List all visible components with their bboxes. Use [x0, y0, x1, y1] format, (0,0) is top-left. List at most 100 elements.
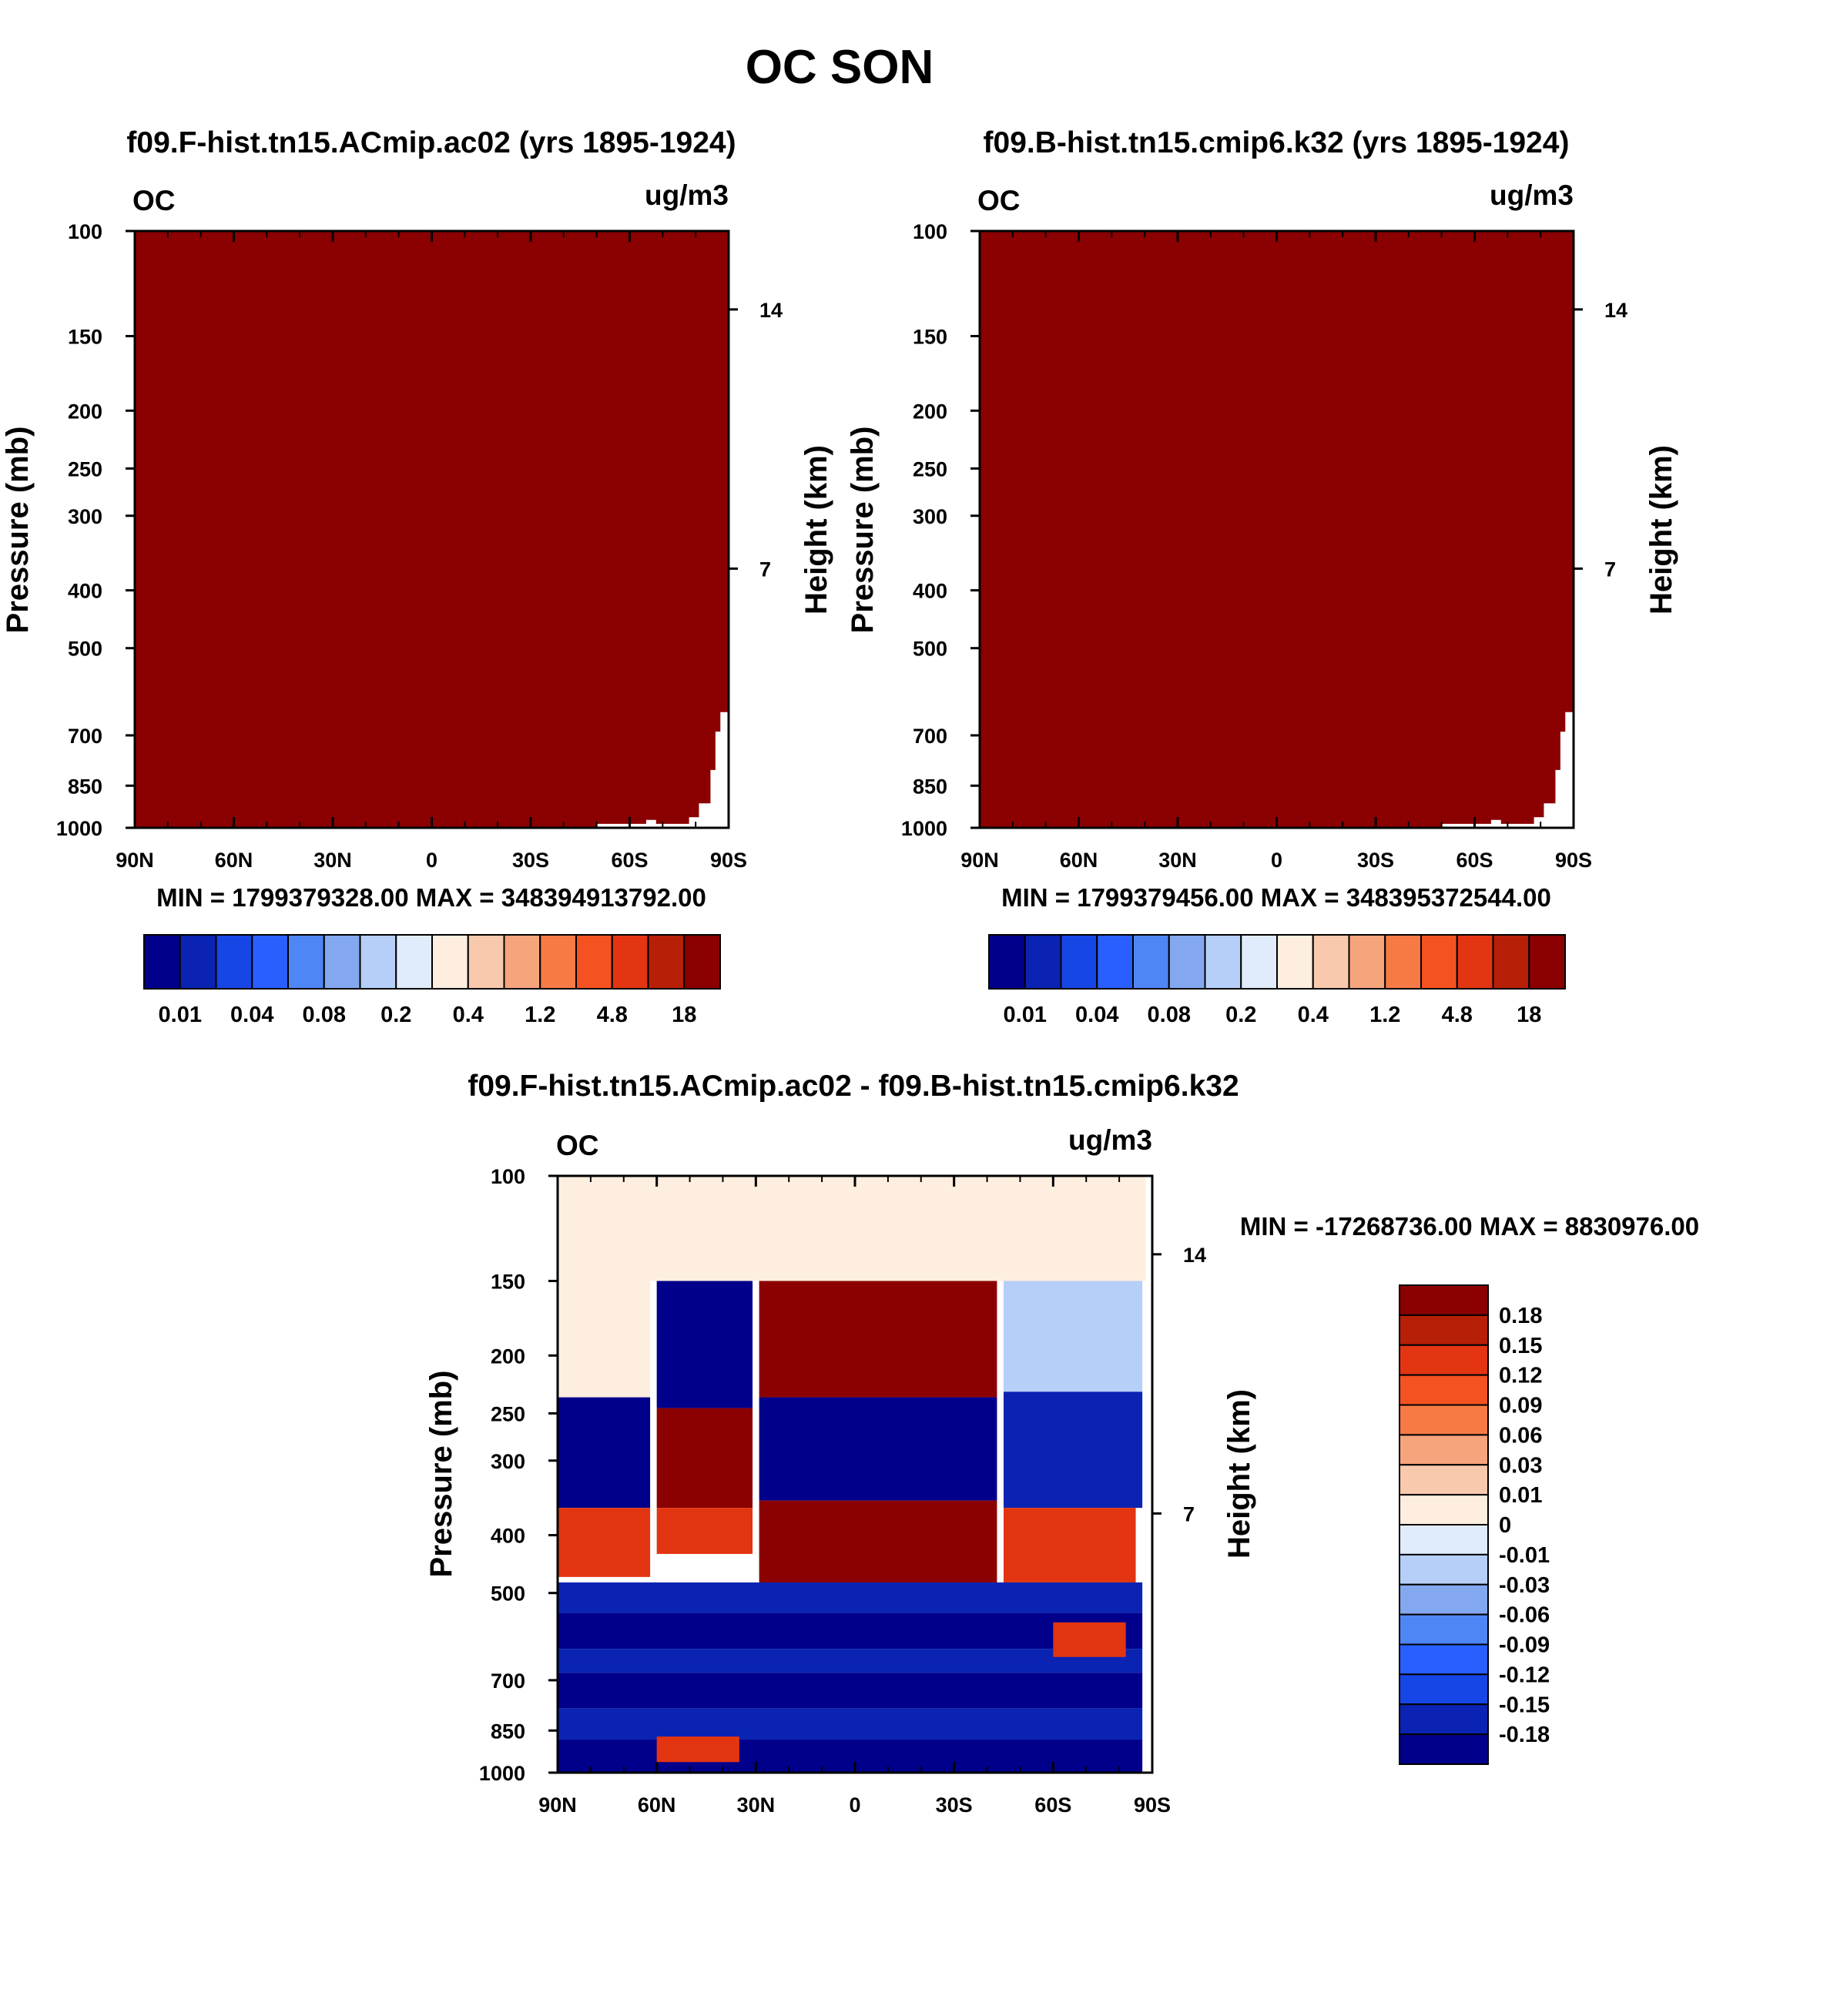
chart-diff-ytick-label: 100: [491, 1165, 525, 1188]
chart-left-xtick-label: 0: [426, 849, 437, 872]
chart-left-missing-region: [596, 712, 729, 828]
chart-left-unit-label: ug/m3: [645, 179, 729, 211]
chart-right-colorbar-swatch: [1528, 934, 1566, 990]
chart-diff-region: [759, 1281, 997, 1398]
chart-diff-region: [558, 1673, 1143, 1709]
chart-diff-region: [1004, 1391, 1143, 1509]
chart-diff-region: [759, 1397, 997, 1501]
chart-left-colorbar-swatch: [143, 934, 181, 990]
chart-diff-ytick-label: 500: [491, 1582, 525, 1606]
chart-left-colorbar-swatch: [287, 934, 325, 990]
chart-left-colorbar: 0.01 0.04 0.08 0.2 0.4 1.2 4.8 18: [143, 934, 721, 1027]
chart-right-plot-area: 90N 60N 30N 0 30S 60S 90S 100 150 200 250 300 400 500…: [901, 220, 1627, 872]
chart-right-colorbar-swatch: [1024, 934, 1062, 990]
chart-diff-region: [558, 1612, 1143, 1649]
chart-right-ytick-label: 700: [913, 725, 947, 748]
chart-left-colorbar-swatch: [323, 934, 361, 990]
chart-right-ytick-label: 100: [913, 220, 947, 243]
chart-diff-plot-area: 90N 60N 30N 0 30S 60S 90S 100 150 200 250 300 400 500…: [479, 1165, 1206, 1817]
chart-right: f09.B-hist.tn15.cmip6.k32 (yrs 1895-1924…: [846, 126, 1678, 1027]
chart-left-colorbar-swatch: [575, 934, 613, 990]
chart-right-ytick-label: 850: [913, 775, 947, 798]
chart-left-colorbar-label: 0.04: [230, 1003, 273, 1027]
chart-left-colorbar-swatch: [467, 934, 505, 990]
chart-right-colorbar-swatch: [1096, 934, 1134, 990]
chart-left-colorbar-swatch: [611, 934, 649, 990]
chart-diff-colorbar-swatch: [1399, 1314, 1489, 1346]
page-title: OC SON: [746, 41, 934, 94]
chart-diff-xtick-label: 30S: [936, 1793, 973, 1817]
chart-right-xtick-label: 30S: [1357, 849, 1394, 872]
chart-right-ytick-label: 250: [913, 457, 947, 481]
chart-left-colorbar-label: 4.8: [597, 1003, 628, 1027]
chart-diff-colorbar-swatch: [1399, 1643, 1489, 1676]
chart-diff-colorbar-swatch: [1399, 1494, 1489, 1525]
chart-right-colorbar-swatch: [1384, 934, 1422, 990]
chart-right-colorbar-label: 1.2: [1369, 1003, 1400, 1027]
chart-right-xtick-label: 90N: [960, 849, 999, 872]
chart-diff-ytick-label: 200: [491, 1345, 525, 1368]
chart-diff-colorbar-swatch: [1399, 1524, 1489, 1556]
chart-right-ytick-label: 150: [913, 325, 947, 348]
chart-diff-ytick-label: 150: [491, 1270, 525, 1293]
chart-diff-colorbar-swatch: [1399, 1583, 1489, 1616]
chart-diff-colorbar-label: 0.06: [1499, 1423, 1542, 1448]
chart-diff-region: [656, 1281, 753, 1408]
chart-right-colorbar-swatch: [1348, 934, 1386, 990]
chart-right-minmax: MIN = 1799379456.00 MAX = 348395372544.0…: [1001, 883, 1551, 912]
chart-diff: f09.F-hist.tn15.ACmip.ac02 - f09.B-hist.…: [424, 1070, 1699, 1817]
chart-right-ytick-label: 400: [913, 580, 947, 603]
chart-diff-variable-label: OC: [556, 1130, 599, 1161]
chart-diff-region: [759, 1500, 997, 1582]
chart-diff-colorbar-swatch: [1399, 1553, 1489, 1586]
chart-diff-ytick-label: 700: [491, 1669, 525, 1693]
chart-diff-ylabel-right: Height (km): [1222, 1389, 1256, 1559]
chart-diff-xtick-label: 0: [849, 1793, 860, 1817]
chart-diff-colorbar-label: -0.18: [1499, 1723, 1550, 1747]
chart-diff-ytick-right-label: 7: [1183, 1502, 1195, 1525]
chart-right-colorbar-swatch: [1456, 934, 1494, 990]
chart-diff-ylabel: Pressure (mb): [424, 1371, 458, 1578]
chart-right-colorbar-swatch: [1204, 934, 1242, 990]
chart-left-ytick-right-label: 14: [759, 299, 783, 322]
chart-left-colorbar-swatch: [683, 934, 721, 990]
chart-left-colorbar-label: 18: [672, 1003, 696, 1027]
chart-left-colorbar-label: 1.2: [525, 1003, 555, 1027]
chart-diff-colorbar-label: 0.03: [1499, 1453, 1542, 1478]
chart-left-colorbar-label: 0.08: [303, 1003, 346, 1027]
chart-diff-xtick-label: 90N: [538, 1793, 577, 1817]
chart-diff-region: [1004, 1281, 1143, 1392]
chart-diff-ytick-label: 400: [491, 1525, 525, 1548]
chart-diff-colorbar-swatch: [1399, 1703, 1489, 1736]
chart-diff-xtick-label: 30N: [737, 1793, 776, 1817]
chart-diff-ytick-label: 300: [491, 1450, 525, 1473]
chart-diff-colorbar-label: -0.06: [1499, 1603, 1550, 1628]
chart-right-xtick-label: 90S: [1555, 849, 1592, 872]
chart-diff-colorbar-label: -0.09: [1499, 1633, 1550, 1658]
chart-left-xtick-label: 90S: [710, 849, 747, 872]
chart-diff-unit-label: ug/m3: [1068, 1124, 1152, 1156]
chart-diff-colorbar-label: -0.01: [1499, 1543, 1550, 1568]
chart-left-ylabel-right: Height (km): [799, 445, 833, 615]
chart-left-xtick-label: 90N: [116, 849, 154, 872]
chart-left-xtick-label: 30S: [512, 849, 549, 872]
chart-left-ytick-label: 300: [68, 505, 102, 528]
chart-diff-colorbar-label: 0.01: [1499, 1483, 1542, 1508]
chart-left-variable-label: OC: [132, 185, 176, 216]
chart-right-colorbar-label: 0.04: [1075, 1003, 1118, 1027]
chart-left-colorbar-swatch: [539, 934, 577, 990]
chart-diff-colorbar-swatch: [1399, 1344, 1489, 1376]
chart-left-xtick-label: 30N: [313, 849, 352, 872]
chart-right-xtick-label: 0: [1271, 849, 1282, 872]
chart-diff-colorbar-label: 0: [1499, 1513, 1511, 1538]
chart-diff-ytick-label: 1000: [479, 1762, 525, 1785]
chart-diff-colorbar-swatch: [1399, 1374, 1489, 1406]
chart-diff-colorbar-swatch: [1399, 1673, 1489, 1706]
chart-left-colorbar-swatch: [179, 934, 217, 990]
chart-diff-xtick-label: 60N: [638, 1793, 676, 1817]
chart-diff-colorbar-swatch: [1399, 1464, 1489, 1496]
chart-diff-title: f09.F-hist.tn15.ACmip.ac02 - f09.B-hist.…: [468, 1070, 1239, 1103]
chart-diff-xtick-label: 60S: [1034, 1793, 1071, 1817]
chart-left-colorbar-swatch: [503, 934, 541, 990]
